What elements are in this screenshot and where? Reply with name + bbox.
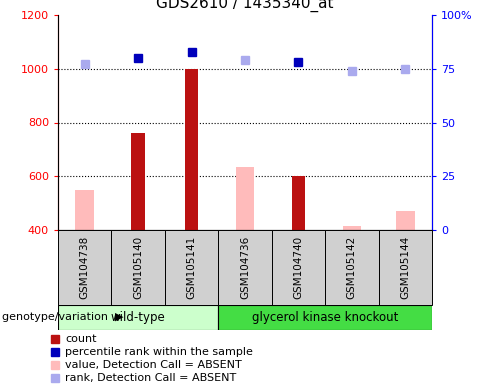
Bar <box>111 230 165 305</box>
Text: GSM105141: GSM105141 <box>186 236 197 299</box>
Bar <box>325 230 379 305</box>
Text: GSM104738: GSM104738 <box>80 236 90 299</box>
Text: genotype/variation  ▶: genotype/variation ▶ <box>2 313 124 323</box>
Bar <box>218 305 432 330</box>
Bar <box>396 211 415 230</box>
Bar <box>218 230 272 305</box>
Bar <box>165 230 218 305</box>
Bar <box>131 133 145 230</box>
Bar <box>292 176 305 230</box>
Text: GSM104736: GSM104736 <box>240 236 250 299</box>
Bar <box>236 167 254 230</box>
Text: value, Detection Call = ABSENT: value, Detection Call = ABSENT <box>65 360 242 370</box>
Text: GSM104740: GSM104740 <box>293 236 304 299</box>
Bar <box>272 230 325 305</box>
Bar <box>58 305 218 330</box>
Text: percentile rank within the sample: percentile rank within the sample <box>65 347 253 357</box>
Text: GSM105140: GSM105140 <box>133 236 143 299</box>
Bar <box>75 190 94 230</box>
Text: wild-type: wild-type <box>111 311 165 324</box>
Title: GDS2610 / 1435340_at: GDS2610 / 1435340_at <box>156 0 334 12</box>
Text: GSM105142: GSM105142 <box>347 236 357 299</box>
Bar <box>185 69 198 230</box>
Text: GSM105144: GSM105144 <box>400 236 410 299</box>
Text: rank, Detection Call = ABSENT: rank, Detection Call = ABSENT <box>65 372 237 382</box>
Text: glycerol kinase knockout: glycerol kinase knockout <box>252 311 398 324</box>
Bar <box>58 230 111 305</box>
Bar <box>343 226 361 230</box>
Text: count: count <box>65 334 97 344</box>
Bar <box>379 230 432 305</box>
